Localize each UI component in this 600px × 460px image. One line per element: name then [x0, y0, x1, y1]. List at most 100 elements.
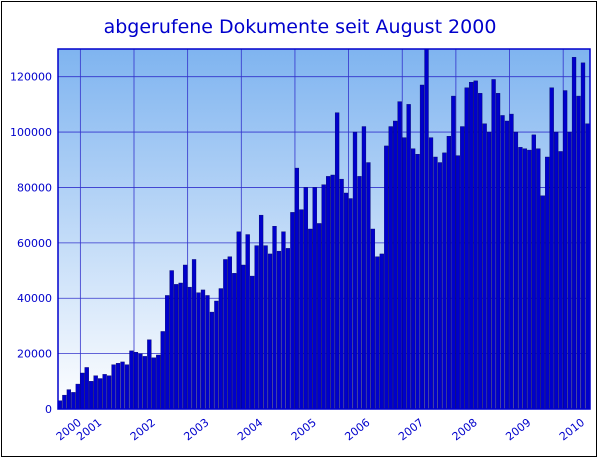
- y-tick-label: 100000: [10, 126, 52, 139]
- bar: [84, 367, 89, 410]
- bar: [486, 131, 492, 410]
- bar: [160, 331, 165, 410]
- bar: [495, 93, 501, 410]
- bar: [433, 156, 438, 410]
- bar: [428, 137, 434, 410]
- bar: [214, 300, 219, 410]
- bar: [576, 95, 581, 410]
- bar: [504, 120, 510, 410]
- bar: [509, 113, 514, 410]
- bar: [223, 259, 228, 410]
- bar: [178, 282, 183, 410]
- bar: [375, 256, 380, 410]
- bar: [93, 375, 98, 410]
- x-tick-label: 2003: [181, 416, 211, 443]
- bar: [102, 374, 107, 410]
- bar: [562, 90, 568, 410]
- bar: [120, 361, 125, 410]
- x-tick-label: 2004: [235, 416, 265, 443]
- y-tick-label: 80000: [17, 181, 52, 194]
- bar: [80, 372, 85, 410]
- bar: [250, 275, 255, 410]
- bar: [138, 353, 143, 410]
- bar: [384, 145, 389, 410]
- bar: [531, 134, 536, 410]
- bar: [473, 80, 478, 410]
- bar: [348, 198, 353, 410]
- bar: [352, 131, 358, 410]
- bar: [294, 167, 300, 410]
- bar: [437, 162, 443, 410]
- bar: [361, 126, 367, 410]
- bar: [165, 295, 170, 410]
- bar: [187, 286, 192, 410]
- bar: [513, 131, 519, 410]
- bar: [334, 112, 340, 410]
- y-tick-label: 20000: [17, 348, 52, 361]
- bar: [527, 149, 532, 410]
- bar: [115, 363, 121, 410]
- bar: [469, 82, 474, 410]
- bar: [451, 95, 456, 410]
- bar: [500, 115, 505, 410]
- bar: [267, 253, 273, 410]
- bar: [518, 147, 523, 410]
- bar: [254, 245, 259, 410]
- bar: [205, 295, 210, 410]
- x-tick-label: 2005: [289, 416, 319, 443]
- x-tick-label: 2008: [450, 416, 480, 443]
- bar: [272, 226, 277, 410]
- bar: [308, 228, 313, 410]
- y-tick-label: 40000: [17, 292, 52, 305]
- bar: [66, 389, 72, 410]
- bar: [536, 148, 541, 410]
- bar: [393, 120, 398, 410]
- bar: [491, 79, 496, 410]
- plot-border: [57, 48, 591, 410]
- chart-title: abgerufene Dokumente seit August 2000: [103, 16, 497, 38]
- x-tick-label: 2010: [557, 416, 587, 443]
- bar: [62, 394, 67, 410]
- bar: [415, 154, 420, 410]
- bar: [196, 292, 201, 410]
- bar: [241, 264, 246, 410]
- bar: [370, 228, 376, 410]
- bar: [330, 174, 335, 410]
- bar: [522, 148, 528, 410]
- bar: [182, 264, 188, 410]
- bar: [580, 62, 586, 410]
- bar: [397, 101, 402, 410]
- bar: [106, 375, 112, 410]
- bar: [540, 195, 545, 410]
- bar: [419, 84, 425, 410]
- bars-group: [57, 48, 590, 410]
- bar: [558, 151, 563, 410]
- y-axis-ticks: 0 20000 40000 60000 80000 100000 120000: [10, 71, 52, 416]
- bar: [554, 131, 559, 410]
- bar: [464, 87, 469, 410]
- bar: [460, 126, 465, 410]
- bar: [299, 209, 304, 410]
- x-tick-label: 2006: [342, 416, 372, 443]
- bar: [276, 250, 282, 410]
- bar: [388, 126, 393, 410]
- bar: [200, 289, 206, 410]
- bar: [129, 350, 134, 410]
- bar: [406, 104, 411, 410]
- bar: [218, 288, 224, 410]
- bar: [232, 273, 237, 410]
- bar: [71, 392, 76, 410]
- bar: [410, 148, 416, 410]
- x-tick-label: 2009: [503, 416, 533, 443]
- bar: [285, 248, 291, 410]
- bar: [379, 253, 384, 410]
- bar: [317, 223, 322, 410]
- y-tick-label: 0: [45, 403, 52, 416]
- bar: [151, 357, 156, 410]
- bar: [156, 354, 161, 410]
- bar: [209, 311, 215, 410]
- x-tick-label: 2002: [128, 416, 158, 443]
- bar: [357, 176, 362, 410]
- bar: [258, 214, 264, 410]
